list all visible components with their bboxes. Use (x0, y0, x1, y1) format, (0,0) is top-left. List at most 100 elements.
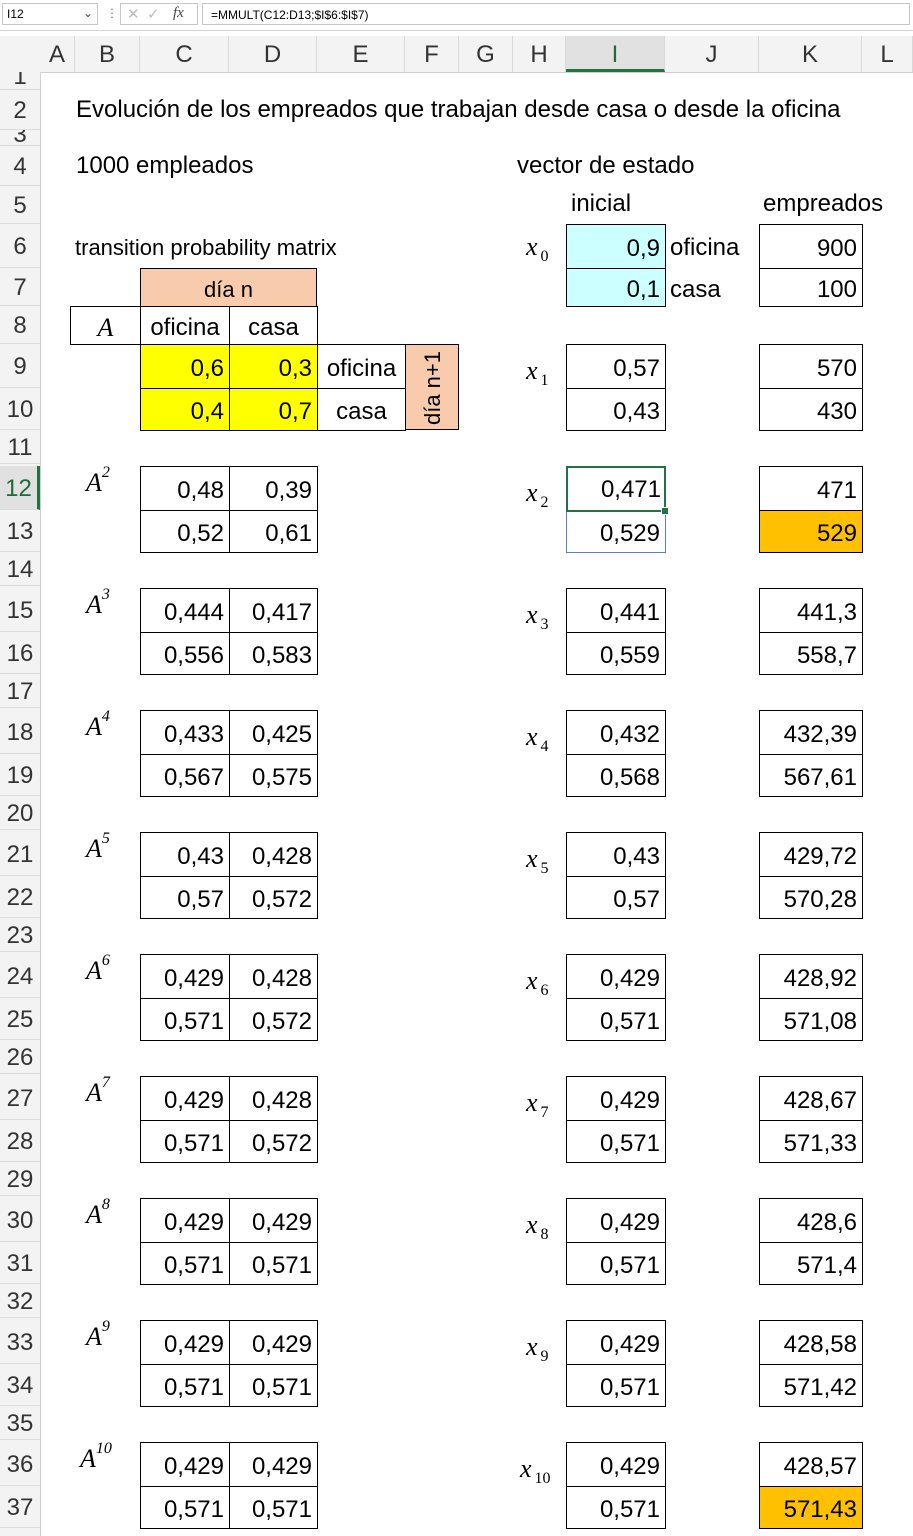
emp2-cell-1[interactable]: 471 (759, 466, 863, 511)
x10-cell-1[interactable]: 0,429 (566, 1442, 666, 1487)
row-header-18[interactable]: 18 (0, 710, 40, 754)
enter-check-icon[interactable]: ✓ (147, 6, 160, 23)
a6-cell-21[interactable]: 0,571 (140, 998, 230, 1041)
column-header-f[interactable]: F (405, 36, 459, 72)
dia-n-header[interactable]: día n (140, 268, 317, 307)
a-cell-12[interactable]: 0,3 (229, 344, 318, 389)
insert-function-icon[interactable]: fx (173, 5, 184, 21)
x2-cell-2[interactable]: 0,529 (566, 510, 666, 553)
a7-cell-22[interactable]: 0,572 (229, 1120, 318, 1163)
x0-cell-1[interactable]: 0,9 (566, 224, 666, 269)
a9-cell-21[interactable]: 0,571 (140, 1364, 230, 1407)
a2-cell-11[interactable]: 0,48 (140, 466, 230, 511)
column-header-e[interactable]: E (317, 36, 405, 72)
a-cell-22[interactable]: 0,7 (229, 388, 318, 431)
a4-cell-22[interactable]: 0,575 (229, 754, 318, 797)
row-header-15[interactable]: 15 (0, 588, 40, 632)
row-header-34[interactable]: 34 (0, 1364, 40, 1406)
emp4-cell-1[interactable]: 432,39 (759, 710, 863, 755)
row-header-19[interactable]: 19 (0, 754, 40, 796)
formula-input[interactable]: =MMULT(C12:D13;$I$6:$I$7) (202, 3, 910, 25)
x6-cell-1[interactable]: 0,429 (566, 954, 666, 999)
row-header-32[interactable]: 32 (0, 1284, 40, 1318)
emp6-cell-2[interactable]: 571,08 (759, 998, 863, 1041)
row-header-13[interactable]: 13 (0, 510, 40, 552)
a3-cell-11[interactable]: 0,444 (140, 588, 230, 633)
row-header-22[interactable]: 22 (0, 876, 40, 918)
emp6-cell-1[interactable]: 428,92 (759, 954, 863, 999)
column-header-b[interactable]: B (75, 36, 140, 72)
a5-cell-11[interactable]: 0,43 (140, 832, 230, 877)
column-header-d[interactable]: D (229, 36, 317, 72)
a6-cell-22[interactable]: 0,572 (229, 998, 318, 1041)
a6-cell-11[interactable]: 0,429 (140, 954, 230, 999)
column-header-a[interactable]: A (40, 36, 75, 72)
x9-cell-2[interactable]: 0,571 (566, 1364, 666, 1407)
name-box[interactable]: I12 ⌄ (2, 3, 98, 25)
a8-cell-21[interactable]: 0,571 (140, 1242, 230, 1285)
row-header-28[interactable]: 28 (0, 1120, 40, 1162)
row-header-20[interactable]: 20 (0, 796, 40, 830)
x6-cell-2[interactable]: 0,571 (566, 998, 666, 1041)
row-header-3[interactable]: 3 (0, 130, 40, 146)
emp0-cell-2[interactable]: 100 (759, 268, 863, 307)
row-header-12[interactable]: 12 (0, 466, 40, 510)
a3-cell-12[interactable]: 0,417 (229, 588, 318, 633)
a2-cell-22[interactable]: 0,61 (229, 510, 318, 553)
row-header-24[interactable]: 24 (0, 954, 40, 998)
a10-cell-12[interactable]: 0,429 (229, 1442, 318, 1487)
emp7-cell-1[interactable]: 428,67 (759, 1076, 863, 1121)
emp5-cell-1[interactable]: 429,72 (759, 832, 863, 877)
a9-cell-12[interactable]: 0,429 (229, 1320, 318, 1365)
x8-cell-2[interactable]: 0,571 (566, 1242, 666, 1285)
row-header-5[interactable]: 5 (0, 186, 40, 224)
a10-cell-22[interactable]: 0,571 (229, 1486, 318, 1529)
row-header-35[interactable]: 35 (0, 1406, 40, 1440)
emp3-cell-1[interactable]: 441,3 (759, 588, 863, 633)
row-header-7[interactable]: 7 (0, 268, 40, 306)
row-header-23[interactable]: 23 (0, 918, 40, 952)
column-header-h[interactable]: H (513, 36, 566, 72)
row-label-casa[interactable]: casa (317, 388, 406, 431)
a9-cell-22[interactable]: 0,571 (229, 1364, 318, 1407)
emp2-cell-2[interactable]: 529 (759, 510, 863, 553)
emp8-cell-1[interactable]: 428,6 (759, 1198, 863, 1243)
row-header-2[interactable]: 2 (0, 90, 40, 130)
a4-cell-11[interactable]: 0,433 (140, 710, 230, 755)
matrix-a-label[interactable]: A (70, 306, 141, 345)
column-header-k[interactable]: K (759, 36, 862, 72)
a10-cell-11[interactable]: 0,429 (140, 1442, 230, 1487)
emp3-cell-2[interactable]: 558,7 (759, 632, 863, 675)
row-header-33[interactable]: 33 (0, 1320, 40, 1364)
x0-cell-2[interactable]: 0,1 (566, 268, 666, 307)
emp10-cell-2[interactable]: 571,43 (759, 1486, 863, 1529)
emp4-cell-2[interactable]: 567,61 (759, 754, 863, 797)
a6-cell-12[interactable]: 0,428 (229, 954, 318, 999)
row-header-17[interactable]: 17 (0, 674, 40, 708)
a7-cell-11[interactable]: 0,429 (140, 1076, 230, 1121)
a2-cell-21[interactable]: 0,52 (140, 510, 230, 553)
row-header-29[interactable]: 29 (0, 1162, 40, 1196)
column-header-j[interactable]: J (665, 36, 759, 72)
x7-cell-2[interactable]: 0,571 (566, 1120, 666, 1163)
row-header-4[interactable]: 4 (0, 146, 40, 186)
a9-cell-11[interactable]: 0,429 (140, 1320, 230, 1365)
col-header-casa[interactable]: casa (229, 306, 318, 345)
x3-cell-2[interactable]: 0,559 (566, 632, 666, 675)
row-header-8[interactable]: 8 (0, 306, 40, 344)
x8-cell-1[interactable]: 0,429 (566, 1198, 666, 1243)
dia-n1-header[interactable]: día n+1 (405, 344, 459, 430)
x5-cell-1[interactable]: 0,43 (566, 832, 666, 877)
a7-cell-21[interactable]: 0,571 (140, 1120, 230, 1163)
x5-cell-2[interactable]: 0,57 (566, 876, 666, 919)
a10-cell-21[interactable]: 0,571 (140, 1486, 230, 1529)
row-header-21[interactable]: 21 (0, 832, 40, 876)
row-header-14[interactable]: 14 (0, 552, 40, 586)
x1-cell-2[interactable]: 0,43 (566, 388, 666, 431)
emp9-cell-1[interactable]: 428,58 (759, 1320, 863, 1365)
a8-cell-22[interactable]: 0,571 (229, 1242, 318, 1285)
a8-cell-11[interactable]: 0,429 (140, 1198, 230, 1243)
a-cell-11[interactable]: 0,6 (140, 344, 230, 389)
row-header-6[interactable]: 6 (0, 224, 40, 268)
